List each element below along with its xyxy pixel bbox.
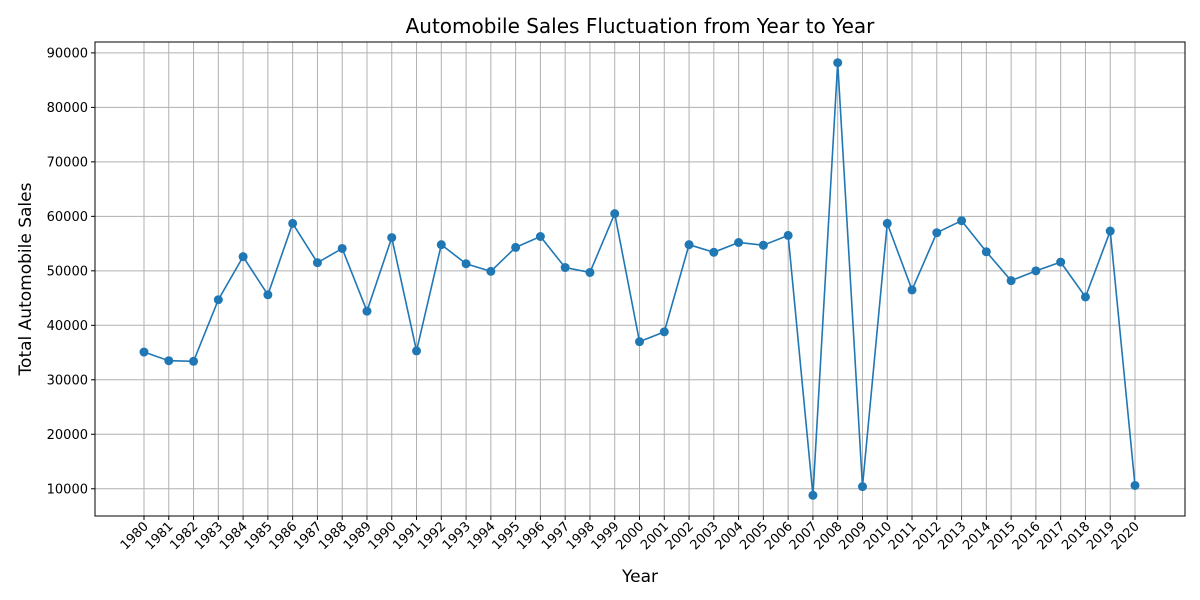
y-tick-label: 30000 xyxy=(47,373,88,388)
data-point xyxy=(882,218,892,228)
data-point xyxy=(412,346,422,356)
data-point xyxy=(635,337,644,347)
grid-lines xyxy=(95,42,1185,516)
y-axis-ticks: 10000 20000 30000 40000 50000 60000 70000 80000… xyxy=(47,46,95,497)
data-point xyxy=(263,290,273,300)
y-tick-label: 70000 xyxy=(47,155,88,170)
y-tick-label: 60000 xyxy=(47,210,88,225)
x-tick-label: 2020 xyxy=(1109,519,1143,553)
data-point xyxy=(585,267,595,277)
data-point xyxy=(312,258,322,268)
data-point xyxy=(907,285,917,295)
y-tick-label: 50000 xyxy=(47,264,88,279)
data-point xyxy=(709,247,719,257)
y-axis-label: Total Automobile Sales xyxy=(16,182,36,376)
x-axis-label: Year xyxy=(621,567,658,587)
data-point xyxy=(535,232,545,242)
y-tick-label: 40000 xyxy=(47,319,88,334)
data-point xyxy=(684,240,694,250)
data-point xyxy=(1006,276,1016,286)
data-point xyxy=(610,209,620,219)
y-tick-label: 90000 xyxy=(47,46,88,61)
data-point xyxy=(932,228,942,238)
data-point xyxy=(387,233,397,243)
data-point xyxy=(238,252,248,262)
data-point xyxy=(486,266,496,276)
data-point xyxy=(1105,226,1115,236)
data-point xyxy=(783,230,793,240)
data-point xyxy=(808,490,818,500)
data-point xyxy=(560,263,570,273)
data-point xyxy=(436,240,446,250)
data-point xyxy=(164,356,174,366)
data-point xyxy=(1130,480,1140,490)
data-point xyxy=(139,347,149,357)
data-point xyxy=(981,247,991,257)
y-tick-label: 10000 xyxy=(47,482,88,497)
data-point xyxy=(957,216,967,226)
data-point xyxy=(1031,266,1041,276)
data-point xyxy=(734,237,744,247)
y-tick-label: 20000 xyxy=(47,428,88,443)
data-point xyxy=(362,306,372,316)
data-point xyxy=(1056,257,1066,267)
y-tick-label: 80000 xyxy=(47,101,88,116)
data-point xyxy=(833,58,843,68)
data-point xyxy=(1080,292,1090,302)
data-point xyxy=(758,240,768,250)
data-point xyxy=(213,295,223,305)
data-point xyxy=(511,242,521,252)
x-axis-ticks: 1980198119821983198419851986198719881989… xyxy=(118,516,1143,553)
plot-area xyxy=(139,58,1140,500)
data-point xyxy=(337,243,347,253)
data-point xyxy=(189,356,199,366)
data-point xyxy=(288,218,298,228)
data-point xyxy=(659,327,669,337)
data-point xyxy=(857,482,867,492)
chart-title: Automobile Sales Fluctuation from Year t… xyxy=(406,14,876,38)
data-point xyxy=(461,259,471,269)
